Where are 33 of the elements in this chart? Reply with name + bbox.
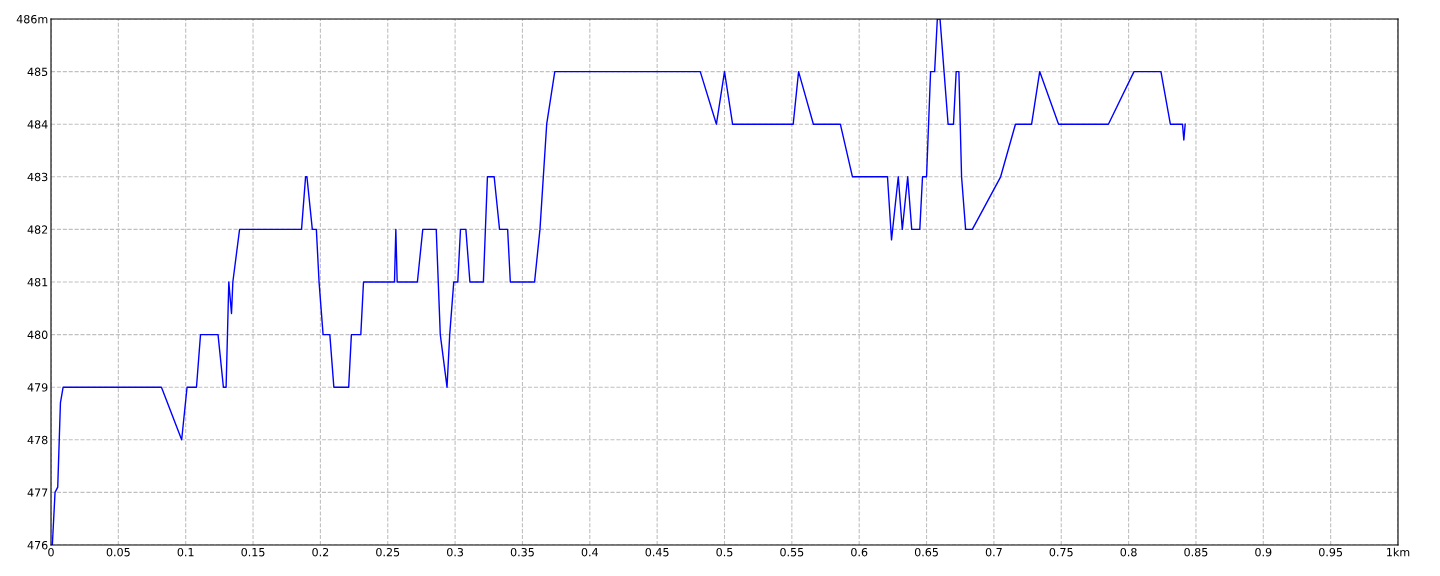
y-tick-label: 483 — [27, 172, 48, 182]
y-tick-label: 478 — [27, 435, 48, 445]
x-tick-label: 0.2 — [312, 547, 329, 557]
x-tick-label: 0.8 — [1120, 547, 1137, 557]
x-tick-label: 0.65 — [914, 547, 938, 557]
x-tick-label: 0.9 — [1255, 547, 1272, 557]
x-tick-label: 0.25 — [376, 547, 400, 557]
x-tick-label: 0.05 — [106, 547, 130, 557]
x-tick-label: 0.6 — [851, 547, 868, 557]
x-tick-label: 0.35 — [510, 547, 534, 557]
x-tick-label: 1km — [1387, 547, 1410, 557]
x-tick-label: 0.45 — [645, 547, 669, 557]
x-tick-label: 0.75 — [1049, 547, 1073, 557]
line-series — [51, 19, 1186, 545]
x-tick-label: 0 — [48, 547, 54, 557]
y-tick-label: 479 — [27, 383, 48, 392]
y-tick-label: 486m — [16, 14, 48, 24]
x-tick-label: 0.4 — [581, 547, 599, 557]
x-tick-label: 0.15 — [241, 547, 265, 557]
x-tick-label: 0.85 — [1184, 547, 1208, 557]
x-tick-label: 0.55 — [780, 547, 804, 557]
y-tick-label: 477 — [27, 488, 48, 497]
y-tick-label: 485 — [27, 67, 48, 76]
y-tick-label: 482 — [27, 225, 48, 234]
x-tick-label: 0.1 — [177, 547, 194, 557]
x-tick-label: 0.5 — [716, 547, 733, 557]
y-tick-label: 480 — [27, 330, 48, 339]
y-tick-label: 484 — [27, 120, 48, 129]
y-tick-label: 476 — [27, 540, 48, 550]
x-tick-label: 0.3 — [447, 547, 464, 557]
y-tick-label: 481 — [27, 277, 48, 287]
x-tick-label: 0.95 — [1319, 547, 1343, 557]
x-tick-label: 0.7 — [985, 547, 1002, 557]
